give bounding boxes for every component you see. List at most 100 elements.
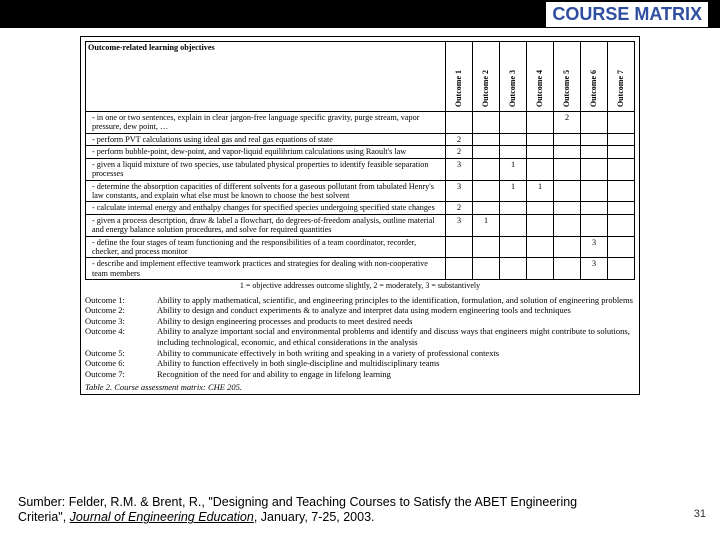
value-cell [446,258,473,280]
col-outcome-5: Outcome 5 [554,42,581,112]
value-cell [500,236,527,258]
objective-cell: - perform bubble-point, dew-point, and v… [86,146,446,158]
value-cell [608,180,635,202]
value-cell: 2 [446,146,473,158]
table-row: - perform bubble-point, dew-point, and v… [86,146,635,158]
col-outcome-1: Outcome 1 [446,42,473,112]
outcome-label: Outcome 7: [85,369,157,380]
value-cell [554,158,581,180]
outcome-row: Outcome 3:Ability to design engineering … [85,316,635,327]
value-cell [500,202,527,214]
objective-cell: - determine the absorption capacities of… [86,180,446,202]
value-cell [446,112,473,134]
citation-suffix: , January, 7-25, 2003. [254,510,375,524]
value-cell [473,133,500,145]
value-cell [527,258,554,280]
matrix-container: Outcome-related learning objectives Outc… [80,36,640,395]
outcome-label: Outcome 1: [85,295,157,306]
value-cell [473,180,500,202]
value-cell [554,146,581,158]
value-cell [527,158,554,180]
value-cell: 1 [500,158,527,180]
value-cell [527,133,554,145]
col-outcome-6: Outcome 6 [581,42,608,112]
table-row: - determine the absorption capacities of… [86,180,635,202]
value-cell: 2 [446,133,473,145]
objective-cell: - perform PVT calculations using ideal g… [86,133,446,145]
value-cell [527,112,554,134]
value-cell [527,146,554,158]
value-cell [554,202,581,214]
objective-cell: - given a liquid mixture of two species,… [86,158,446,180]
value-cell [554,236,581,258]
col-outcome-4: Outcome 4 [527,42,554,112]
value-cell [581,158,608,180]
value-cell [500,112,527,134]
value-cell [473,146,500,158]
outcome-desc: Recognition of the need for and ability … [157,369,635,380]
col-outcome-2: Outcome 2 [473,42,500,112]
outcome-row: Outcome 4:Ability to analyze important s… [85,326,635,347]
value-cell: 2 [554,112,581,134]
outcome-desc: Ability to function effectively in both … [157,358,635,369]
objective-cell: - given a process description, draw & la… [86,214,446,236]
value-cell [554,133,581,145]
outcome-desc: Ability to design engineering processes … [157,316,635,327]
outcome-row: Outcome 2:Ability to design and conduct … [85,305,635,316]
outcome-row: Outcome 5:Ability to communicate effecti… [85,348,635,359]
value-cell: 3 [446,180,473,202]
outcome-desc: Ability to communicate effectively in bo… [157,348,635,359]
value-cell [608,158,635,180]
outcome-label: Outcome 5: [85,348,157,359]
value-cell [500,214,527,236]
value-cell [473,112,500,134]
header-title: COURSE MATRIX [546,2,708,27]
objective-cell: - describe and implement effective teamw… [86,258,446,280]
outcomes-list: Outcome 1:Ability to apply mathematical,… [85,295,635,380]
value-cell [473,158,500,180]
outcome-row: Outcome 7:Recognition of the need for an… [85,369,635,380]
value-cell: 3 [581,258,608,280]
value-cell [446,236,473,258]
value-cell: 1 [527,180,554,202]
value-cell [473,258,500,280]
outcome-desc: Ability to apply mathematical, scientifi… [157,295,635,306]
value-cell [527,214,554,236]
value-cell [581,214,608,236]
table-row: - calculate internal energy and enthalpy… [86,202,635,214]
value-cell [554,180,581,202]
objective-cell: - calculate internal energy and enthalpy… [86,202,446,214]
value-cell: 3 [581,236,608,258]
outcome-row: Outcome 6:Ability to function effectivel… [85,358,635,369]
value-cell [581,146,608,158]
table-caption: Table 2. Course assessment matrix: CHE 2… [85,383,635,393]
table-row: - describe and implement effective teamw… [86,258,635,280]
value-cell [581,202,608,214]
value-cell [500,133,527,145]
objective-cell: - define the four stages of team functio… [86,236,446,258]
outcome-desc: Ability to design and conduct experiment… [157,305,635,316]
value-cell [608,214,635,236]
outcome-desc: Ability to analyze important social and … [157,326,635,347]
value-cell [527,236,554,258]
outcome-label: Outcome 6: [85,358,157,369]
value-cell [608,236,635,258]
outcome-row: Outcome 1:Ability to apply mathematical,… [85,295,635,306]
col-outcome-7: Outcome 7 [608,42,635,112]
table-row: - define the four stages of team functio… [86,236,635,258]
page-number: 31 [694,508,706,520]
value-cell [608,112,635,134]
value-cell [608,146,635,158]
col-outcome-3: Outcome 3 [500,42,527,112]
table-row: - given a process description, draw & la… [86,214,635,236]
value-cell: 3 [446,158,473,180]
objective-cell: - in one or two sentences, explain in cl… [86,112,446,134]
value-cell: 2 [446,202,473,214]
value-cell [554,258,581,280]
table-row: - perform PVT calculations using ideal g… [86,133,635,145]
value-cell [581,180,608,202]
outcome-label: Outcome 3: [85,316,157,327]
objectives-header: Outcome-related learning objectives [86,42,446,112]
value-cell [608,202,635,214]
table-row: - given a liquid mixture of two species,… [86,158,635,180]
